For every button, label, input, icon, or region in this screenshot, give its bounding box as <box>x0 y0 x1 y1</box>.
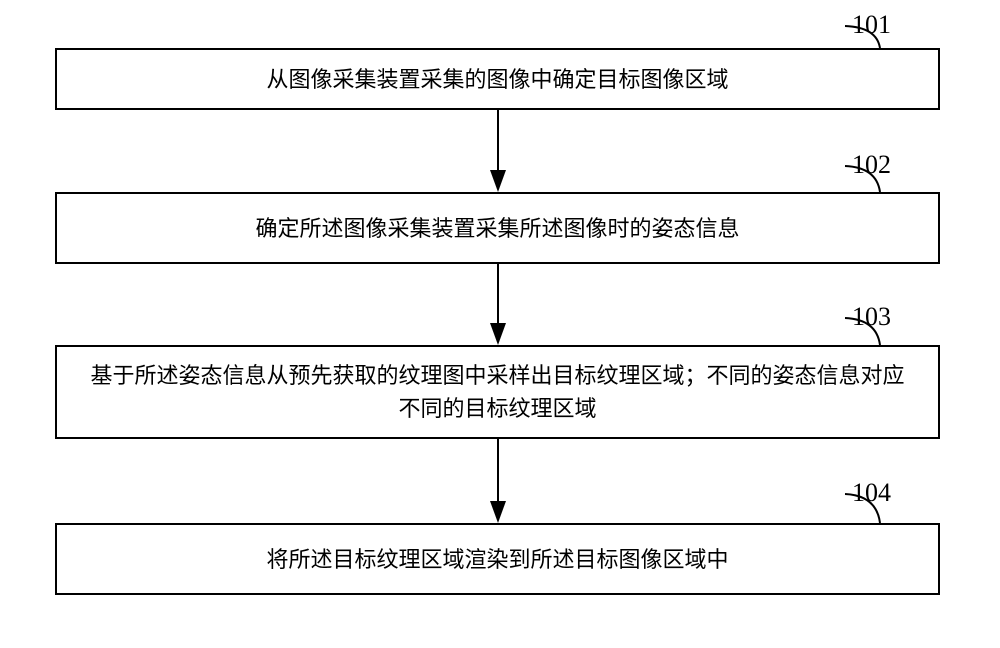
arrow-3 <box>486 439 510 523</box>
step-text: 基于所述姿态信息从预先获取的纹理图中采样出目标纹理区域；不同的姿态信息对应不同的… <box>87 359 908 425</box>
step-text: 从图像采集装置采集的图像中确定目标图像区域 <box>266 63 728 96</box>
step-label-104: 104 <box>852 478 891 508</box>
step-label-103: 103 <box>852 302 891 332</box>
step-box-102: 确定所述图像采集装置采集所述图像时的姿态信息 <box>55 192 940 264</box>
step-box-103: 基于所述姿态信息从预先获取的纹理图中采样出目标纹理区域；不同的姿态信息对应不同的… <box>55 345 940 439</box>
step-label-101: 101 <box>852 10 891 40</box>
flowchart-canvas: 从图像采集装置采集的图像中确定目标图像区域 101 确定所述图像采集装置采集所述图像… <box>0 0 1000 648</box>
arrow-1 <box>486 110 510 192</box>
step-text: 确定所述图像采集装置采集所述图像时的姿态信息 <box>255 212 739 245</box>
step-box-104: 将所述目标纹理区域渲染到所述目标图像区域中 <box>55 523 940 595</box>
step-box-101: 从图像采集装置采集的图像中确定目标图像区域 <box>55 48 940 110</box>
arrow-2 <box>486 264 510 345</box>
step-text: 将所述目标纹理区域渲染到所述目标图像区域中 <box>266 543 728 576</box>
step-label-102: 102 <box>852 150 891 180</box>
